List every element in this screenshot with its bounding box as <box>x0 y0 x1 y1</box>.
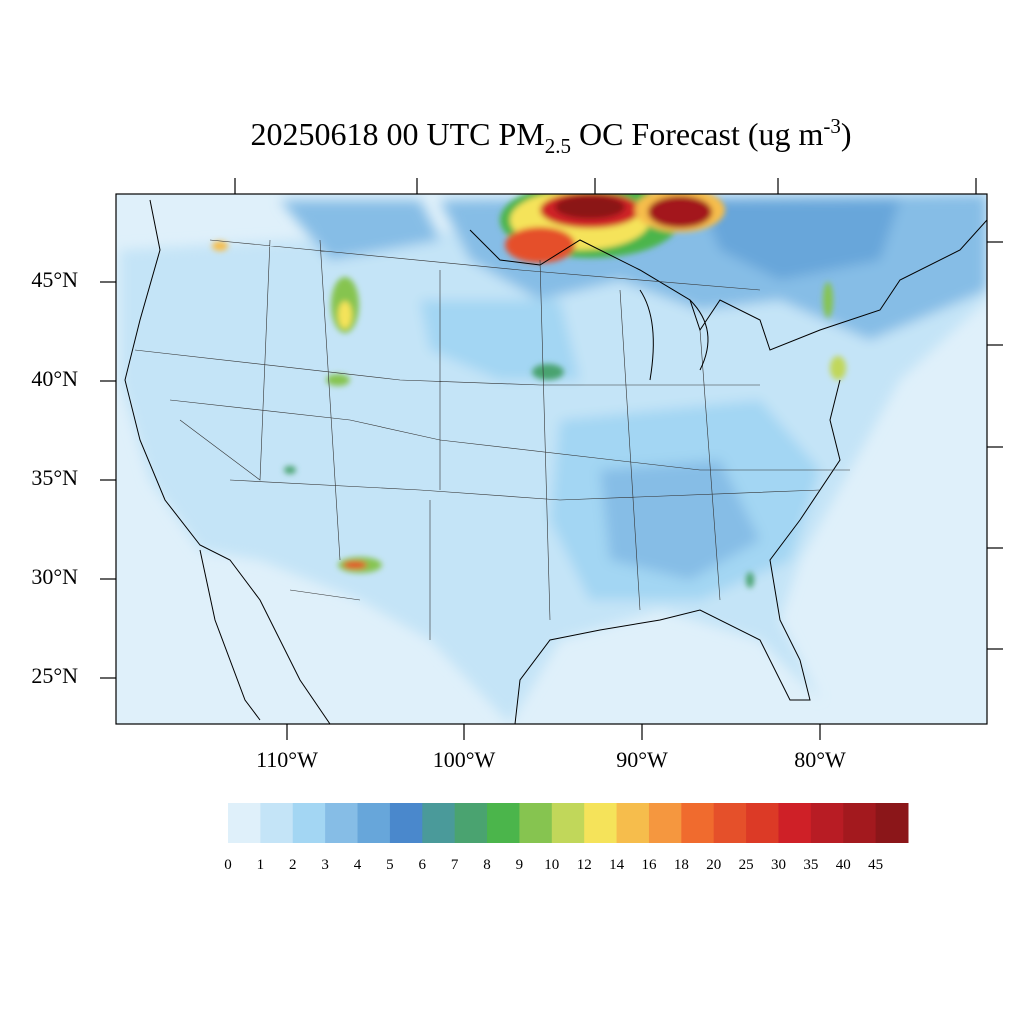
colorbar-box <box>616 803 650 843</box>
colorbar-box <box>422 803 456 843</box>
colorbar-box <box>810 803 844 843</box>
colorbar-box <box>260 803 294 843</box>
colorbar-box <box>746 803 779 843</box>
colorbar-label: 8 <box>483 857 491 873</box>
colorbar-label: 1 <box>257 857 265 873</box>
lat-label: 45°N <box>31 267 78 292</box>
colorbar-label: 9 <box>516 857 524 873</box>
title-sup: -3 <box>823 114 841 138</box>
colorbar-box <box>713 803 747 843</box>
colorbar-label: 16 <box>641 857 657 873</box>
lon-label: 100°W <box>433 747 496 772</box>
colorbar-box <box>487 803 520 843</box>
lat-label: 30°N <box>31 564 78 589</box>
colorbar-box <box>357 803 391 843</box>
colorbar-label: 20 <box>706 857 721 873</box>
colorbar-box <box>875 803 909 843</box>
colorbar-label: 18 <box>674 857 689 873</box>
colorbar-box <box>325 803 359 843</box>
axis-labels: 45°N 40°N 35°N 30°N 25°N 110°W 100°W 90°W 80°W <box>31 267 846 772</box>
colorbar-box <box>292 803 326 843</box>
colorbar-label: 2 <box>289 857 297 873</box>
colorbar-box <box>228 803 261 843</box>
colorbar-label: 4 <box>354 857 362 873</box>
title-mid: OC Forecast (ug m <box>571 116 824 152</box>
map-field <box>116 194 987 724</box>
colorbar-box <box>454 803 488 843</box>
colorbar-box <box>389 803 423 843</box>
map-frame <box>115 193 988 725</box>
colorbar-label: 10 <box>544 857 559 873</box>
colorbar-label: 45 <box>868 857 883 873</box>
colorbar-box <box>648 803 682 843</box>
colorbar-box <box>584 803 618 843</box>
lat-label: 40°N <box>31 366 78 391</box>
colorbar-label: 30 <box>771 857 786 873</box>
colorbar-label: 6 <box>419 857 427 873</box>
colorbar-label: 25 <box>739 857 754 873</box>
colorbar-label: 35 <box>803 857 818 873</box>
lon-label: 80°W <box>794 747 846 772</box>
colorbar-box <box>551 803 585 843</box>
title-sub: 2.5 <box>545 134 571 158</box>
colorbar-box <box>843 803 877 843</box>
colorbar: 0 1 2 3 4 5 6 7 8 9 10 12 14 16 18 20 25 30 35 40 45 <box>224 803 909 873</box>
lon-label: 90°W <box>616 747 668 772</box>
frame-ticks <box>100 178 1003 740</box>
colorbar-label: 7 <box>451 857 459 873</box>
lon-label: 110°W <box>256 747 318 772</box>
lat-label: 25°N <box>31 663 78 688</box>
colorbar-box <box>778 803 812 843</box>
lat-label: 35°N <box>31 465 78 490</box>
title-end: ) <box>841 116 852 152</box>
title-main: 20250618 00 UTC PM <box>250 116 544 152</box>
colorbar-box <box>681 803 715 843</box>
colorbar-label: 5 <box>386 857 394 873</box>
colorbar-label: 40 <box>836 857 851 873</box>
colorbar-label: 3 <box>321 857 329 873</box>
colorbar-label: 0 <box>224 857 232 873</box>
colorbar-box <box>519 803 553 843</box>
colorbar-label: 12 <box>577 857 592 873</box>
colorbar-label: 14 <box>609 857 625 873</box>
title: 20250618 00 UTC PM2.5 OC Forecast (ug m-… <box>250 114 851 158</box>
